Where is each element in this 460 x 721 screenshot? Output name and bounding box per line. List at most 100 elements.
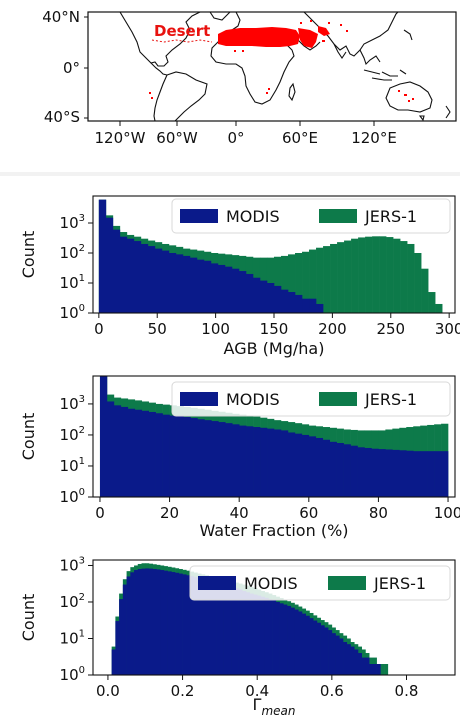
histogram-bar	[295, 294, 303, 313]
histogram-bar	[119, 236, 128, 313]
histogram-bar	[320, 625, 325, 675]
histogram-bar	[328, 630, 333, 675]
histogram-bar	[253, 427, 261, 497]
histogram-bar	[380, 664, 385, 675]
series-modis	[111, 568, 381, 675]
iran-region	[318, 26, 330, 36]
histogram-bar	[98, 199, 107, 313]
x-tick-label: 0	[95, 504, 105, 522]
histogram-bar	[175, 254, 184, 313]
histogram-bar	[133, 241, 142, 313]
histogram-bar	[407, 243, 415, 313]
histogram-bar	[189, 257, 198, 313]
histogram-bar	[182, 255, 191, 313]
y-tick-label: 101	[60, 273, 85, 292]
histogram-bar	[309, 249, 317, 313]
x-tick-label: 20	[160, 504, 179, 522]
legend-swatch	[319, 392, 357, 406]
histogram-bar	[358, 237, 366, 313]
histogram-bar	[232, 424, 240, 497]
x-tick-label: 0.8	[395, 682, 419, 700]
y-tick-label: 102	[60, 243, 85, 262]
lon-tick-label: 120°E	[351, 129, 397, 147]
histogram-bar	[392, 449, 400, 497]
x-axis-label: Water Fraction (%)	[199, 521, 348, 540]
histogram-bar	[287, 605, 292, 675]
histogram-bar	[339, 638, 344, 675]
histogram-bar	[190, 576, 195, 675]
histogram-bar	[154, 248, 163, 313]
histogram-bar	[120, 406, 129, 497]
histogram-bar	[305, 615, 310, 675]
histogram-bar	[175, 572, 180, 675]
legend: MODIS JERS-1	[171, 198, 451, 234]
histogram-panel: 0 20 40 60 80 100 100 101 102 103 Water Fraction (…	[19, 375, 460, 540]
histogram-bar	[351, 238, 359, 313]
histogram-bar	[399, 450, 407, 497]
histogram-bar	[420, 451, 428, 497]
histogram-bar	[216, 582, 221, 675]
histogram-bar	[406, 450, 414, 497]
histogram-bar	[208, 580, 213, 675]
histogram-bar	[343, 642, 348, 675]
histogram-bar	[238, 271, 247, 313]
y-axis-label: Count	[19, 594, 38, 642]
x-tick-label: 250	[376, 320, 405, 338]
histogram-bar	[323, 246, 331, 313]
x-tick-label: 80	[369, 504, 388, 522]
histogram-bar	[372, 664, 377, 675]
lat-tick-label: 40°N	[42, 8, 80, 26]
x-tick-label: 100	[201, 320, 230, 338]
histogram-bar	[316, 622, 321, 675]
central-america-coast	[150, 62, 168, 76]
histogram-bar	[152, 569, 157, 675]
histogram-bar	[274, 256, 282, 313]
legend-label: JERS-1	[364, 207, 417, 226]
series-modis	[99, 375, 449, 497]
histogram-bar	[343, 444, 351, 497]
histogram-bar	[385, 449, 393, 497]
lat-tick-label: 0°	[63, 59, 80, 77]
legend-label: MODIS	[244, 574, 298, 593]
histogram-bar	[239, 425, 247, 497]
histogram-bar	[231, 268, 240, 313]
lon-tick-label: 60°E	[282, 129, 318, 147]
histogram-bar	[288, 292, 296, 313]
legend-label: JERS-1	[373, 574, 426, 593]
legend-swatch	[180, 209, 218, 223]
histogram-bar	[111, 649, 116, 675]
histogram-bar	[322, 439, 330, 497]
madagascar-coast	[288, 82, 296, 102]
histogram-bar	[122, 584, 127, 675]
indonesia-coast	[363, 69, 407, 81]
histogram-bar	[264, 597, 269, 675]
y-tick-label: 100	[60, 665, 85, 684]
histogram-bar	[176, 416, 184, 497]
histogram-bar	[204, 420, 212, 497]
histogram-bar	[245, 273, 254, 313]
desert-label: Desert	[154, 22, 210, 40]
axes-frame	[92, 375, 456, 498]
histogram-bar	[140, 243, 149, 313]
histogram-bar	[302, 298, 310, 313]
axes-frame	[92, 559, 456, 676]
histogram-bar	[204, 580, 209, 675]
histogram-bar	[379, 236, 387, 313]
australia-coast	[385, 81, 433, 113]
histogram-bar	[106, 401, 115, 497]
histogram-bar	[126, 238, 135, 313]
x-tick-label: 100	[434, 504, 460, 522]
histogram-bar	[112, 229, 121, 313]
histogram-bar	[275, 601, 280, 675]
histogram-bar	[246, 426, 254, 497]
histogram-bar	[313, 620, 318, 675]
histogram-bar	[279, 603, 284, 675]
legend-swatch	[198, 576, 236, 590]
histogram-bar	[335, 635, 340, 675]
x-tick-label: 50	[148, 320, 167, 338]
histogram-bar	[186, 575, 191, 675]
series-modis	[98, 199, 324, 313]
histogram-bar	[257, 595, 262, 675]
histogram-bar	[162, 414, 170, 497]
